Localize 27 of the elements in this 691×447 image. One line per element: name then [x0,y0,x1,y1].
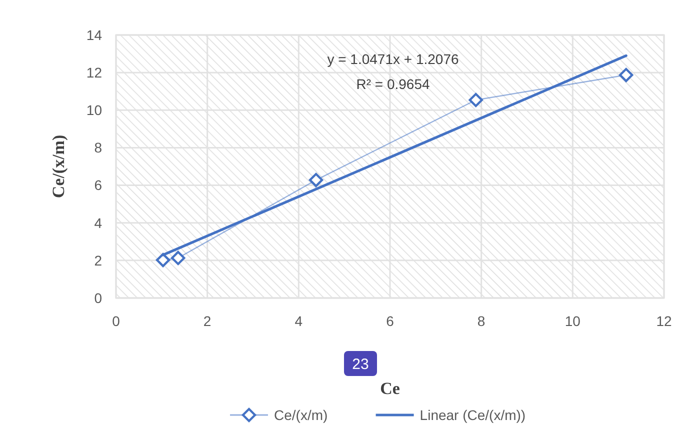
y-tick-label: 12 [86,64,102,80]
y-tick-label: 8 [94,140,102,156]
x-tick-label: 4 [294,313,303,329]
y-tick-label: 6 [94,177,102,194]
y-tick-label: 4 [94,214,102,231]
annotation: R² = 0.9654 [356,76,430,92]
point [156,252,170,268]
x-tick-label: 6 [386,313,394,329]
point [618,68,634,82]
point [171,250,186,266]
point [468,92,483,108]
x-tick-label: 10 [564,313,581,329]
y-tick-label: 2 [94,252,102,268]
y-tick-label: 0 [94,290,102,306]
annotation: y = 1.0471x + 1.2076 [327,51,459,67]
y-tick-label: 10 [86,102,102,118]
y-axis-title: Ce/(x/m) [49,134,68,198]
point [308,172,324,188]
text: 23 [352,356,369,373]
x-tick-label: 12 [656,313,672,329]
y-tick-label: 14 [86,26,102,43]
x-tick-label: 0 [112,313,120,329]
x-axis-title: Ce [380,379,400,398]
legend-label: Ce/(x/m) [274,406,328,423]
x-tick-label: 2 [203,313,212,329]
x-tick-label: 8 [477,313,486,329]
legend-label: Linear (Ce/(x/m)) [420,406,526,423]
